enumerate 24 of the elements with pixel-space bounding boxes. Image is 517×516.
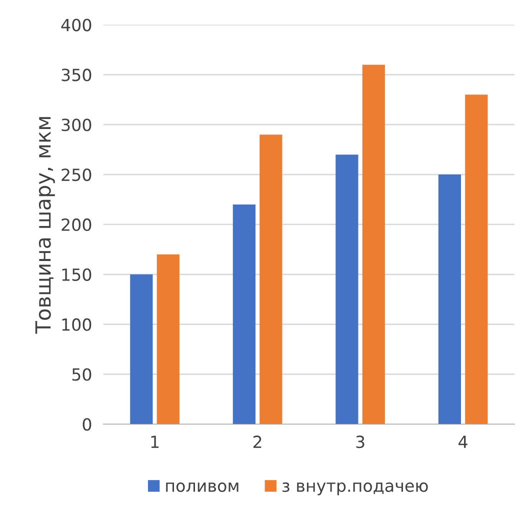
x-tick-label: 3 — [356, 436, 364, 448]
bar — [438, 174, 461, 424]
y-axis-title: Товщина шару, мкм — [35, 117, 55, 334]
y-tick-label: 250 — [62, 168, 92, 182]
bar — [362, 64, 385, 424]
y-tick-label: 100 — [62, 318, 92, 331]
x-tick-label: 2 — [253, 436, 262, 448]
y-tick-label: 0 — [82, 418, 92, 431]
bar — [130, 274, 153, 424]
y-tick-label: 50 — [72, 368, 92, 381]
y-tick-label: 150 — [62, 268, 92, 281]
x-tick-label: 1 — [151, 436, 159, 448]
y-tick-label: 400 — [61, 18, 92, 32]
bar — [336, 154, 358, 424]
bar — [156, 254, 180, 424]
y-tick-label: 350 — [62, 68, 92, 82]
bar — [260, 134, 282, 424]
bar — [232, 204, 256, 424]
legend-label: з внутр.подачею — [282, 482, 428, 496]
y-tick-label: 200 — [62, 218, 92, 232]
bar — [465, 94, 488, 424]
legend-label: поливом — [166, 482, 238, 492]
y-tick-label: 300 — [62, 118, 92, 132]
x-tick-label: 4 — [458, 436, 468, 448]
